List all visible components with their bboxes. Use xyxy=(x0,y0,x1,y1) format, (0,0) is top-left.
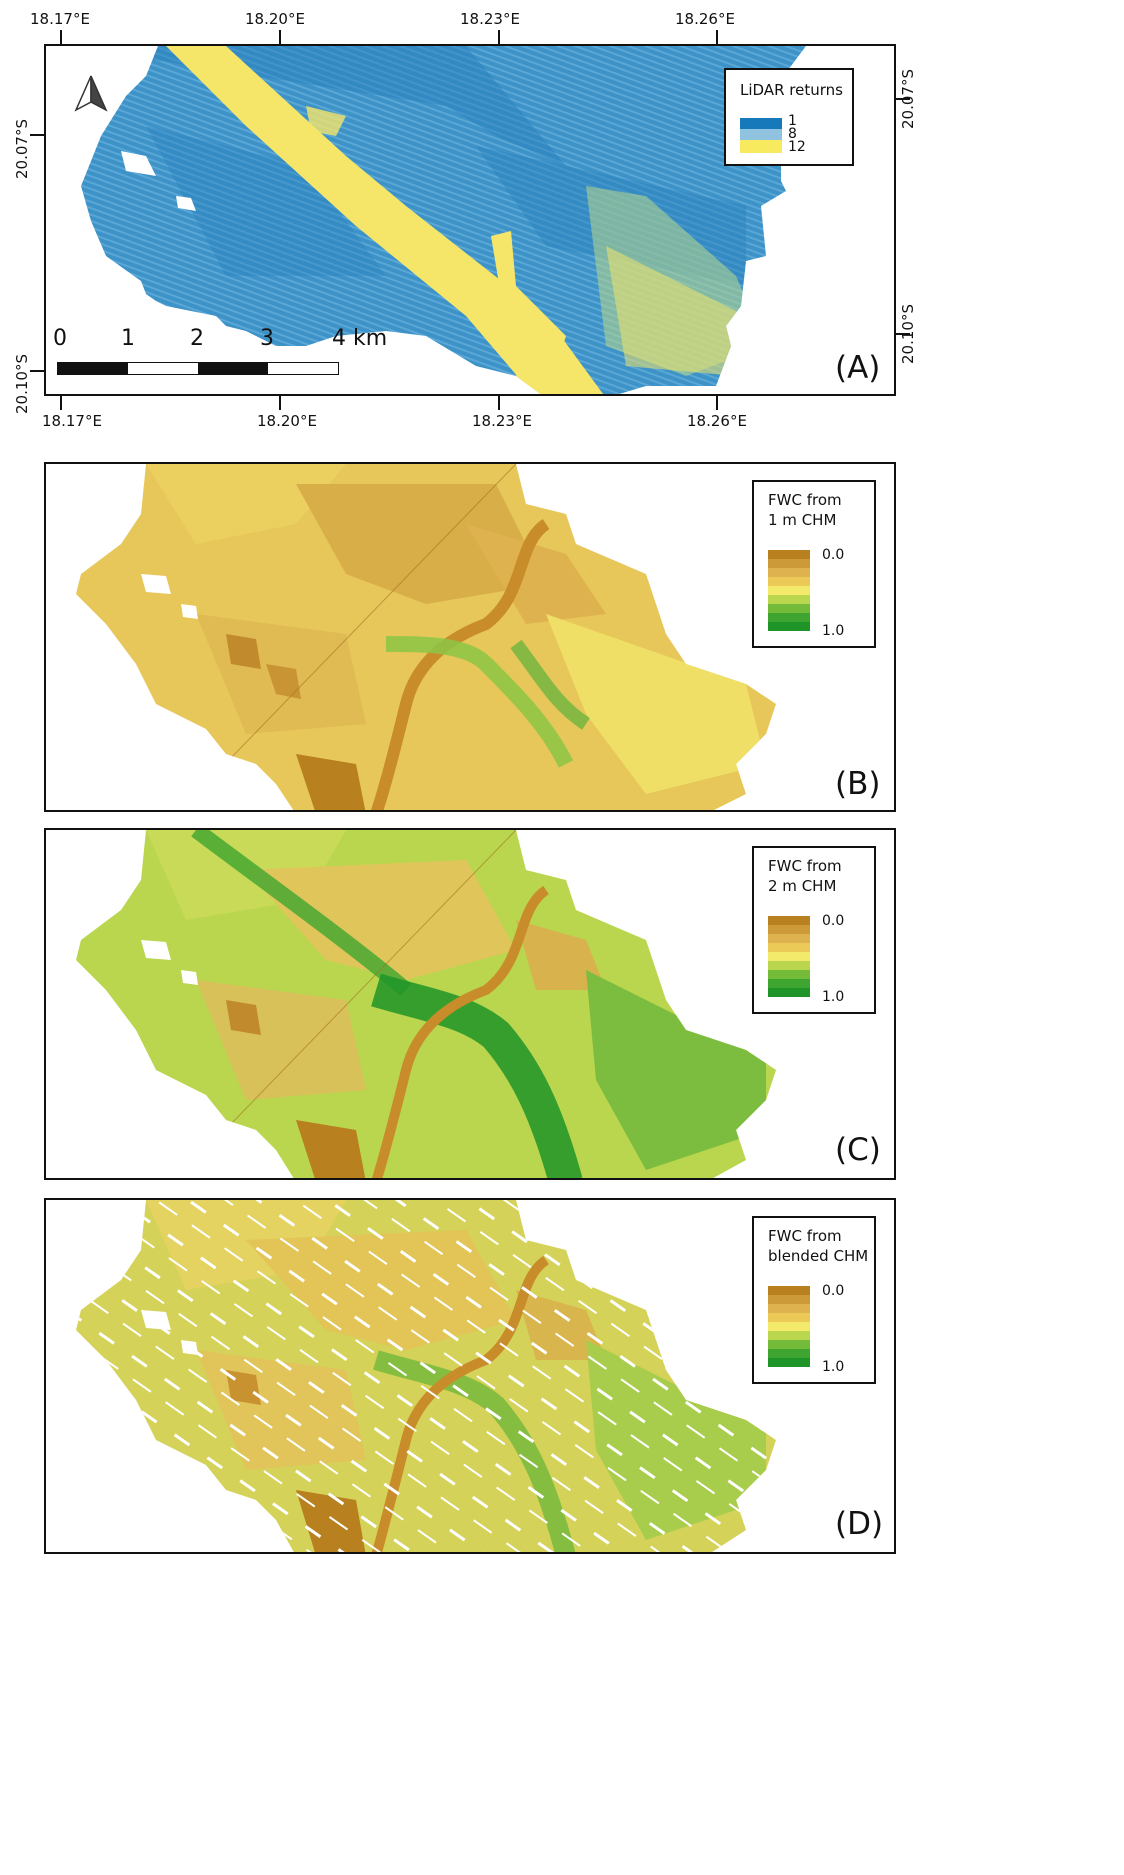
fwc-ramp-step xyxy=(768,943,810,952)
fwc-ramp-step xyxy=(768,1295,810,1304)
legend-swatch-8 xyxy=(740,129,782,142)
panel-label-a: (A) xyxy=(835,350,881,386)
legend-swatch-1 xyxy=(740,118,782,131)
x-tick-bottom-3: 18.23°E xyxy=(472,412,532,430)
fwc-ramp-step xyxy=(768,586,810,595)
legend-label-8: 8 xyxy=(788,126,797,142)
legend-lidar-returns: LiDAR returns 1 8 12 xyxy=(724,68,854,166)
fwc-ramp-step xyxy=(768,577,810,586)
fwc-ramp-step xyxy=(768,622,810,631)
legend-title-line2: 2 m CHM xyxy=(768,877,837,895)
x-tick-bottom-2: 18.20°E xyxy=(257,412,317,430)
fwc-ramp-step xyxy=(768,934,810,943)
scale-label-0: 0 xyxy=(53,326,67,351)
scale-label-4km: 4 km xyxy=(332,326,388,351)
y-tick-left-2: 20.10°S xyxy=(12,354,31,414)
legend-min-label: 0.0 xyxy=(822,547,845,563)
x-tick-top-1: 18.17°E xyxy=(30,10,90,28)
fwc-color-ramp xyxy=(768,916,810,997)
legend-swatch-12 xyxy=(740,140,782,153)
legend-label-12: 12 xyxy=(788,139,806,155)
fwc-color-ramp xyxy=(768,550,810,631)
fwc-ramp-step xyxy=(768,1331,810,1340)
fwc-ramp-step xyxy=(768,550,810,559)
fwc-ramp-step xyxy=(768,595,810,604)
fwc-map-1m xyxy=(76,464,776,810)
legend-fwc-1m: FWC from 1 m CHM 0.0 1.0 xyxy=(752,480,876,648)
fwc-color-ramp xyxy=(768,1286,810,1367)
panel-label-c: (C) xyxy=(835,1132,881,1168)
lidar-returns-map xyxy=(74,46,806,394)
scale-label-1: 1 xyxy=(121,326,135,351)
fwc-ramp-step xyxy=(768,1313,810,1322)
legend-fwc-blended: FWC from blended CHM 0.0 1.0 xyxy=(752,1216,876,1384)
x-tick-bottom-4: 18.26°E xyxy=(687,412,747,430)
fwc-ramp-step xyxy=(768,925,810,934)
fwc-ramp-step xyxy=(768,979,810,988)
y-tick-left-1: 20.07°S xyxy=(12,119,31,179)
fwc-ramp-step xyxy=(768,1349,810,1358)
fwc-ramp-step xyxy=(768,613,810,622)
fwc-ramp-step xyxy=(768,1304,810,1313)
scale-bar-graphic xyxy=(57,362,339,375)
fwc-ramp-step xyxy=(768,916,810,925)
legend-title-line2: 1 m CHM xyxy=(768,511,837,529)
legend-title-line1: FWC from xyxy=(768,491,842,509)
scale-label-2: 2 xyxy=(190,326,204,351)
legend-max-label: 1.0 xyxy=(822,1359,845,1375)
legend-title-line1: FWC from xyxy=(768,857,842,875)
legend-fwc-2m: FWC from 2 m CHM 0.0 1.0 xyxy=(752,846,876,1014)
fwc-ramp-step xyxy=(768,1340,810,1349)
legend-max-label: 1.0 xyxy=(822,989,845,1005)
north-arrow-icon xyxy=(74,75,108,112)
fwc-ramp-step xyxy=(768,1286,810,1295)
fwc-ramp-step xyxy=(768,1322,810,1331)
fwc-ramp-step xyxy=(768,952,810,961)
x-tick-bottom-1: 18.17°E xyxy=(42,412,102,430)
fwc-ramp-step xyxy=(768,559,810,568)
scale-label-3: 3 xyxy=(260,326,274,351)
fwc-ramp-step xyxy=(768,568,810,577)
fwc-map-blended xyxy=(76,1200,776,1552)
fwc-ramp-step xyxy=(768,970,810,979)
legend-title: LiDAR returns xyxy=(740,81,843,99)
panel-label-d: (D) xyxy=(835,1506,884,1542)
map-frame-a xyxy=(44,44,896,396)
legend-min-label: 0.0 xyxy=(822,913,845,929)
x-tick-top-4: 18.26°E xyxy=(675,10,735,28)
legend-label-1: 1 xyxy=(788,113,797,129)
x-tick-top-2: 18.20°E xyxy=(245,10,305,28)
legend-title-line1: FWC from xyxy=(768,1227,842,1245)
fwc-ramp-step xyxy=(768,988,810,997)
legend-max-label: 1.0 xyxy=(822,623,845,639)
legend-min-label: 0.0 xyxy=(822,1283,845,1299)
fwc-ramp-step xyxy=(768,961,810,970)
legend-title-line2: blended CHM xyxy=(768,1247,869,1265)
fwc-ramp-step xyxy=(768,604,810,613)
fwc-map-2m xyxy=(76,830,776,1178)
x-tick-top-3: 18.23°E xyxy=(460,10,520,28)
panel-label-b: (B) xyxy=(835,766,881,802)
fwc-ramp-step xyxy=(768,1358,810,1367)
